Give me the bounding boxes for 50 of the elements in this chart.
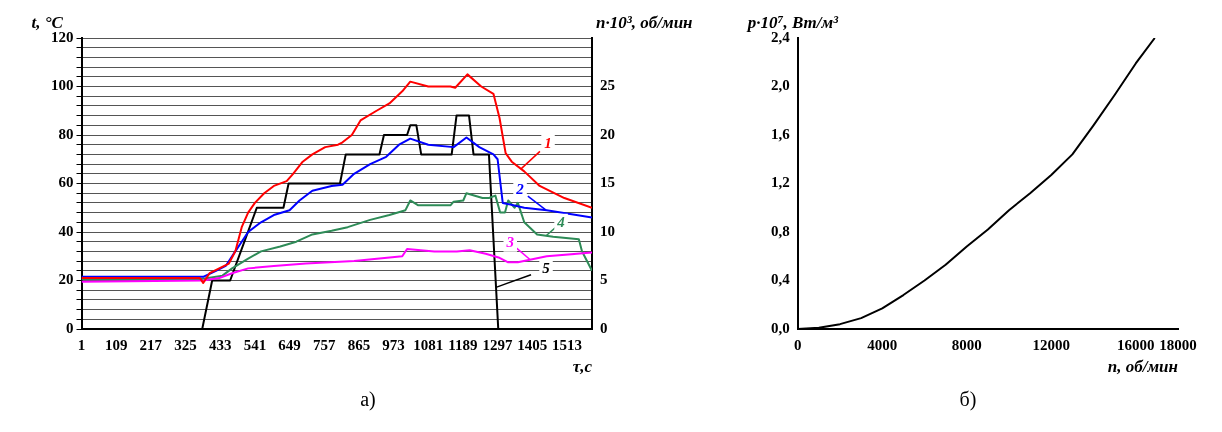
y2-tick-label: 25 — [600, 77, 615, 94]
x-axis-title: n, об/мин — [1107, 356, 1178, 376]
y-tick-label: 0,0 — [771, 319, 790, 336]
x-tick-label: 1513 — [551, 336, 582, 353]
y-tick-label: 100 — [51, 77, 74, 94]
x-tick-label: 541 — [243, 336, 267, 353]
text: 5 — [542, 260, 551, 277]
y2-tick-label: 20 — [600, 125, 615, 142]
y-tick-label: 40 — [58, 222, 74, 239]
y-tick-label: 0 — [66, 319, 74, 336]
x-tick-label: 865 — [347, 336, 371, 353]
x-tick-label: 1405 — [517, 336, 548, 353]
y2-tick-label: 0 — [600, 319, 608, 336]
y-tick-label: 0,4 — [771, 271, 791, 288]
x-axis-title: τ,с — [572, 356, 593, 376]
x-tick-label: 1081 — [413, 336, 444, 353]
x-tick-label: 649 — [278, 336, 301, 353]
x-tick-label: 4000 — [867, 336, 898, 353]
x-tick-label: 757 — [312, 336, 336, 353]
x-tick-label: 8000 — [951, 336, 982, 353]
text: б) — [958, 388, 978, 411]
series-label: 2 — [515, 180, 525, 197]
text: а) — [359, 388, 377, 411]
y-tick-label: 0,8 — [771, 222, 790, 239]
x-tick-label: 1297 — [482, 336, 514, 353]
x-tick-label: 16000 — [1117, 336, 1155, 353]
y2-axis-title: n·10³, об/мин — [596, 12, 693, 32]
x-tick-label: 18000 — [1159, 336, 1197, 353]
x-tick-label: 325 — [174, 336, 197, 353]
x-tick-label: 217 — [139, 336, 163, 353]
y-tick-label: 80 — [58, 125, 74, 142]
y-axis-title: p·10⁷, Вт/м³ — [745, 12, 840, 32]
y2-tick-label: 5 — [600, 271, 608, 288]
series-label: 1 — [544, 134, 552, 151]
y2-tick-label: 15 — [600, 174, 615, 191]
x-tick-label: 973 — [382, 336, 405, 353]
x-tick-label: 0 — [794, 336, 802, 353]
y-tick-label: 1,2 — [771, 174, 790, 191]
series-label: 3 — [505, 233, 515, 250]
x-tick-label: 12000 — [1032, 336, 1070, 353]
y2-tick-label: 10 — [600, 222, 615, 239]
legend-label: 4 — [556, 213, 566, 230]
y-tick-label: 60 — [58, 174, 74, 191]
y-tick-label: 20 — [58, 271, 74, 288]
x-tick-label: 1189 — [448, 336, 478, 353]
x-tick-label: 433 — [208, 336, 232, 353]
y-tick-label: 1,6 — [771, 125, 791, 142]
x-tick-label: 1 — [77, 336, 86, 353]
x-tick-label: 109 — [104, 336, 128, 353]
y-tick-label: 2,0 — [771, 77, 790, 94]
